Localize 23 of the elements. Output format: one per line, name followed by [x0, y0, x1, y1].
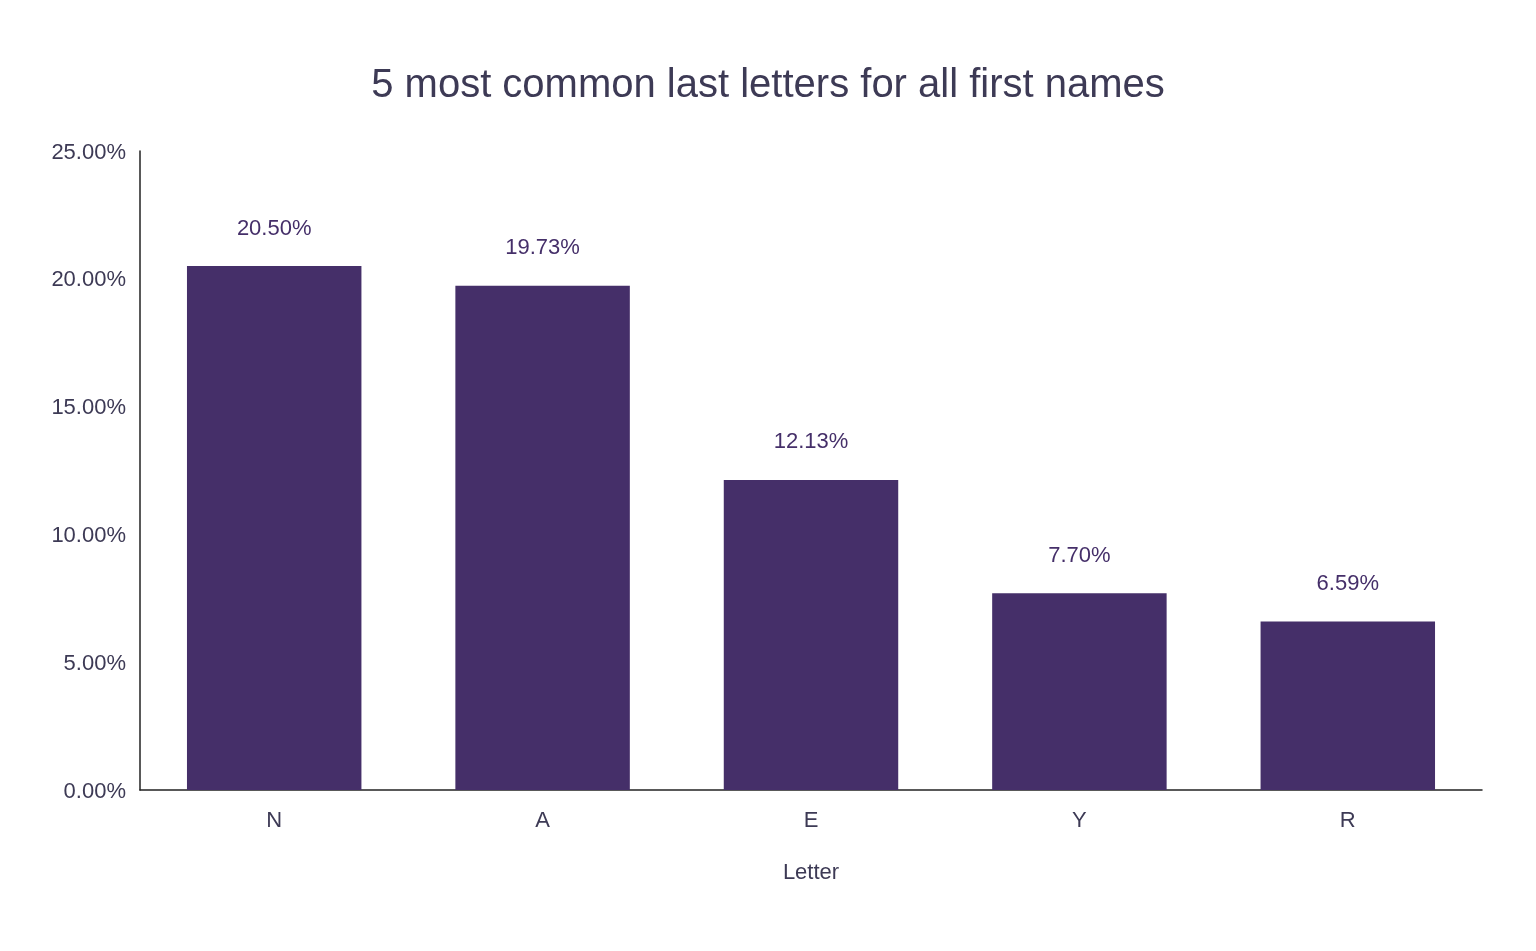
bar	[723, 479, 899, 790]
data-label: 12.13%	[773, 428, 849, 454]
data-label: 6.59%	[1316, 570, 1379, 596]
x-tick-label: R	[1339, 806, 1356, 832]
y-tick-label: 25.00%	[51, 138, 126, 164]
x-tick-label: A	[535, 806, 551, 832]
bar	[992, 593, 1167, 790]
x-tick-label: E	[803, 806, 819, 832]
bar	[186, 266, 362, 790]
y-tick-label: 15.00%	[51, 394, 126, 420]
bar	[455, 285, 630, 790]
data-label: 7.70%	[1048, 541, 1111, 567]
y-tick-label: 0.00%	[63, 777, 126, 803]
bar	[1260, 621, 1436, 790]
y-tick-label: 5.00%	[63, 649, 126, 675]
x-axis-title: Letter	[782, 858, 840, 884]
y-tick-label: 20.00%	[51, 266, 126, 292]
y-tick-label: 10.00%	[51, 521, 126, 547]
chart-title: 5 most common last letters for all first names	[371, 61, 1165, 105]
data-label: 20.50%	[236, 214, 312, 240]
x-tick-label: N	[266, 806, 283, 832]
data-label: 19.73%	[505, 234, 580, 260]
x-tick-label: Y	[1072, 806, 1088, 832]
